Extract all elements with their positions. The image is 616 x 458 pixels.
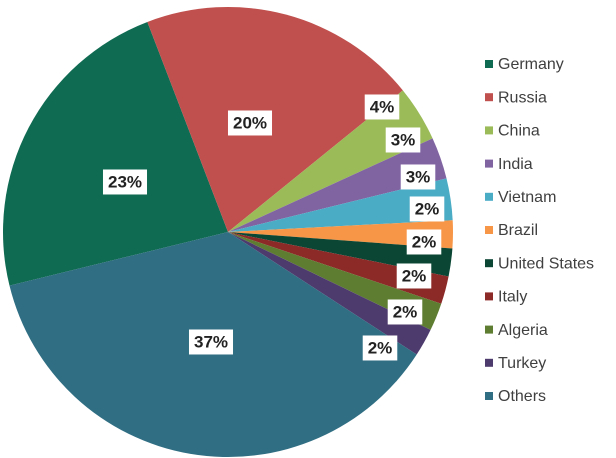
value-label-box <box>387 299 423 325</box>
legend-swatch <box>485 93 493 102</box>
legend-swatch <box>485 226 493 234</box>
pie-slice <box>228 178 453 232</box>
legend-swatch <box>485 60 493 68</box>
value-label-box <box>227 110 273 136</box>
pie-slice <box>228 220 453 249</box>
value-label: 20% <box>233 113 267 132</box>
value-label-box <box>396 263 432 289</box>
value-label-box <box>362 335 398 361</box>
value-label: 3% <box>406 167 431 186</box>
value-label-box <box>385 127 421 153</box>
value-label-box <box>406 229 442 255</box>
legend-label: Turkey <box>498 355 546 372</box>
legend-swatch <box>485 192 493 201</box>
legend-label: Vietnam <box>498 189 556 206</box>
pie-slice <box>228 138 447 232</box>
value-label-box <box>409 196 445 222</box>
value-label-box <box>102 169 148 195</box>
pie-slice <box>228 232 453 277</box>
pie-slice <box>228 232 449 304</box>
value-label: 2% <box>393 302 418 321</box>
value-label: 2% <box>412 232 437 251</box>
legend-label: Germany <box>498 56 564 73</box>
legend-label: Algeria <box>498 322 548 339</box>
legend-swatch <box>485 325 493 334</box>
legend-swatch <box>485 259 493 268</box>
pie-slice <box>147 6 403 232</box>
legend-label: United States <box>498 255 594 272</box>
legend-label: China <box>498 123 540 140</box>
legend-swatch <box>485 159 493 168</box>
legend-label: Russia <box>498 89 547 106</box>
pie-slice <box>3 21 229 286</box>
legend-swatch <box>485 126 493 135</box>
legend-swatch <box>485 392 493 400</box>
legend-label: Italy <box>498 289 527 306</box>
value-label: 2% <box>402 266 427 285</box>
value-label: 37% <box>194 332 228 351</box>
value-label-box <box>400 164 436 190</box>
legend-label: Others <box>498 388 546 405</box>
value-label: 23% <box>108 172 142 191</box>
value-label: 4% <box>370 97 395 116</box>
value-label: 2% <box>415 199 440 218</box>
legend-swatch <box>485 358 493 367</box>
value-label-box <box>188 329 234 355</box>
legend-swatch <box>485 292 493 301</box>
pie-slice <box>228 90 433 232</box>
legend-label: Brazil <box>498 222 538 239</box>
value-label: 3% <box>391 130 416 149</box>
pie-slice <box>228 232 431 355</box>
value-label-box <box>364 94 400 120</box>
value-label: 2% <box>368 338 393 357</box>
legend-label: India <box>498 156 533 173</box>
